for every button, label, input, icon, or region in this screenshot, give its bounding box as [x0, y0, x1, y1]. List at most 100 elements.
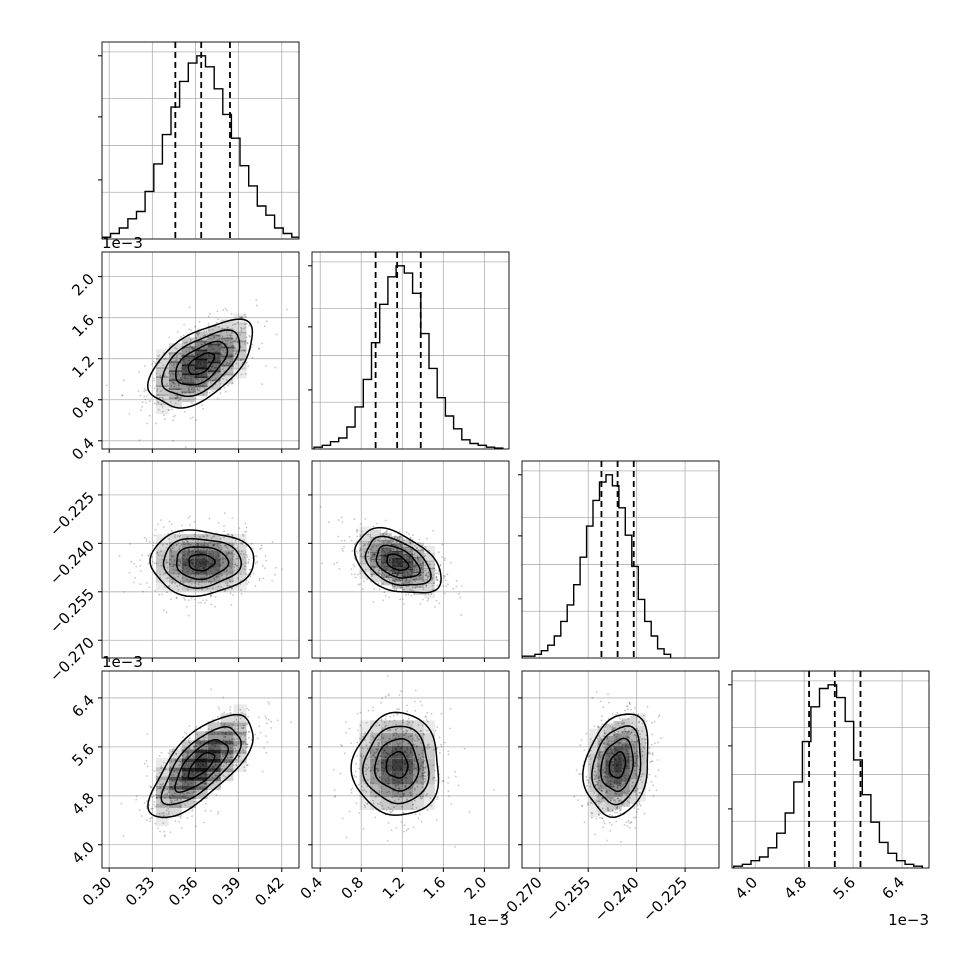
scatter-point	[440, 712, 443, 715]
scatter-point	[414, 563, 417, 566]
density-block	[413, 564, 425, 573]
scatter-point	[405, 531, 408, 534]
x-tick-label: 1.6	[420, 873, 450, 903]
scatter-point	[648, 789, 651, 792]
scatter-point	[179, 805, 182, 808]
scatter-point	[420, 781, 423, 784]
scatter-point	[161, 766, 164, 769]
scatter-point	[601, 723, 604, 726]
scatter-point	[222, 755, 225, 758]
scatter-point	[160, 519, 162, 521]
scatter-point	[362, 735, 365, 738]
scatter-point	[217, 335, 220, 337]
scatter-point	[224, 544, 227, 547]
scatter-point	[636, 739, 639, 741]
scatter-point	[140, 409, 142, 411]
scatter-point	[217, 720, 220, 723]
scatter-point	[184, 599, 187, 601]
scatter-point	[650, 743, 653, 746]
scatter-point	[224, 732, 227, 735]
scatter-point	[441, 556, 443, 558]
scatter-point	[139, 570, 142, 572]
scatter-point	[237, 720, 240, 723]
scatter-point	[118, 554, 121, 557]
scatter-point	[422, 774, 424, 777]
scatter-point	[625, 705, 628, 708]
scatter-point	[598, 779, 601, 782]
scatter-point	[178, 547, 181, 550]
density-block	[359, 797, 371, 811]
scatter-point	[217, 575, 220, 578]
scatter-point	[367, 543, 369, 546]
scatter-point	[616, 797, 619, 800]
scatter-point	[434, 569, 437, 571]
scatter-point	[424, 564, 427, 567]
scatter-point	[222, 739, 224, 742]
scatter-point	[204, 781, 207, 783]
scatter-point	[171, 547, 174, 549]
scatter-point	[202, 379, 205, 382]
y-tick-label: 0.4	[68, 434, 98, 464]
scatter-point	[146, 422, 149, 425]
scatter-point	[181, 577, 184, 579]
scatter-point	[635, 757, 638, 760]
density-block	[621, 731, 630, 744]
density-block	[181, 346, 195, 358]
x-tick-label: 1.2	[379, 873, 409, 903]
scatter-point	[198, 581, 201, 584]
scatter-point	[414, 767, 417, 770]
scatter-point	[436, 746, 439, 749]
density-block	[613, 784, 622, 797]
scatter-point	[412, 738, 414, 741]
scatter-point	[406, 704, 408, 707]
scatter-point	[636, 761, 638, 763]
scatter-point	[600, 786, 603, 789]
scatter-point	[258, 348, 261, 350]
scatter-point	[406, 710, 409, 713]
scatter-point	[365, 790, 368, 793]
scatter-point	[209, 595, 212, 598]
scatter-point	[648, 773, 651, 776]
scatter-point	[388, 579, 391, 581]
scatter-point	[158, 755, 161, 757]
scatter-point	[223, 732, 225, 735]
scatter-point	[596, 800, 599, 803]
scatter-point	[174, 534, 177, 536]
density-block	[413, 557, 425, 566]
scatter-point	[202, 535, 204, 538]
scatter-point	[356, 712, 359, 715]
density-block	[597, 751, 606, 765]
scatter-point	[364, 770, 367, 773]
scatter-point	[172, 419, 175, 422]
scatter-point	[396, 713, 399, 716]
scatter-point	[409, 791, 412, 794]
scatter-point	[363, 544, 366, 546]
scatter-point	[369, 751, 372, 754]
scatter-point	[394, 584, 397, 587]
scatter-point	[188, 306, 191, 309]
scatter-point	[595, 775, 598, 777]
scatter-point	[219, 780, 222, 782]
scatter-point	[223, 365, 226, 368]
scatter-point	[208, 312, 211, 315]
scatter-point	[367, 778, 369, 781]
scatter-point	[178, 572, 180, 575]
scatter-point	[227, 743, 230, 745]
scatter-point	[234, 563, 237, 566]
scatter-point	[394, 785, 397, 788]
scatter-point	[183, 323, 186, 326]
density-block	[381, 771, 392, 785]
scatter-point	[179, 780, 182, 783]
scatter-point	[367, 533, 369, 536]
scatter-point	[173, 771, 176, 774]
scatter-point	[148, 414, 151, 417]
scatter-point	[598, 754, 600, 757]
panel-frame	[311, 670, 510, 869]
scatter-point	[228, 565, 231, 567]
scatter-point	[228, 362, 231, 365]
scatter-point	[221, 574, 224, 576]
scatter-point	[166, 794, 169, 796]
scatter-point	[159, 783, 162, 786]
scatter-point	[216, 543, 219, 545]
scatter-point	[174, 759, 177, 761]
